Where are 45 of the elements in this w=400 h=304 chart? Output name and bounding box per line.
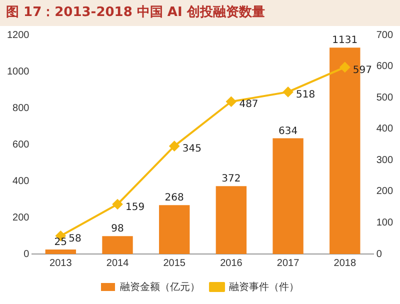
point: [112, 199, 123, 210]
y2-tick-label: 400: [376, 124, 394, 135]
point: [283, 86, 294, 97]
y2-tick-label: 700: [376, 30, 394, 41]
bar: [45, 249, 76, 254]
data-label: 25: [54, 237, 68, 248]
y2-tick-label: 200: [376, 186, 394, 198]
bar: [159, 205, 190, 254]
y2-tick-label: 300: [376, 154, 394, 166]
legend-label: 融资金额（亿元）: [120, 280, 200, 293]
data-label: 1131: [332, 35, 358, 46]
data-label: 98: [111, 224, 124, 235]
data-label: 634: [278, 126, 298, 137]
y2-tick-label: 500: [376, 92, 394, 104]
y2-tick-label: 100: [376, 217, 394, 228]
y2-tick-label: 600: [376, 61, 394, 72]
data-label: 58: [68, 233, 82, 244]
y-tick-label: 800: [12, 102, 30, 114]
point: [169, 141, 180, 152]
point: [340, 62, 350, 72]
data-label: 372: [222, 174, 241, 185]
x-tick-label: 2017: [276, 258, 300, 269]
y-tick-label: 1000: [6, 66, 30, 78]
y-tick-label: 400: [12, 176, 30, 187]
x-tick-label: 2018: [334, 258, 356, 269]
y-tick-label: 200: [12, 212, 30, 224]
data-label: 518: [296, 90, 316, 101]
chart-title: 图 17：2013-2018 中国 AI 创投融资数量: [0, 0, 400, 26]
x-tick-label: 2016: [220, 258, 243, 269]
legend-label: 融资事件（件）: [229, 280, 299, 293]
bar: [272, 138, 304, 254]
y2-tick-label: 0: [376, 248, 382, 260]
point: [226, 96, 236, 107]
x-tick-label: 2013: [50, 258, 72, 269]
y-tick-label: 600: [12, 139, 30, 150]
y-tick-label: 1200: [6, 30, 30, 41]
x-tick-label: 2015: [163, 258, 186, 269]
y-tick-label: 0: [24, 248, 30, 260]
bar: [216, 186, 247, 254]
data-label: 345: [182, 144, 202, 155]
bar: [102, 236, 133, 254]
x-tick-label: 2014: [106, 258, 130, 269]
data-label: 159: [126, 202, 145, 213]
data-label: 487: [239, 99, 258, 110]
data-label: 268: [164, 192, 184, 204]
